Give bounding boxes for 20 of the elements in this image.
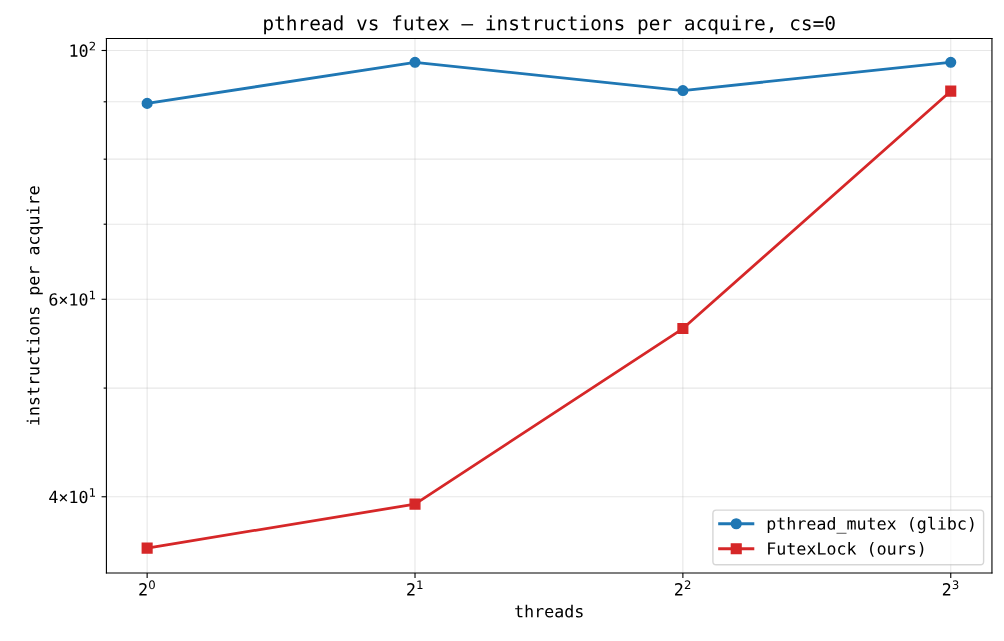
x-tick-label: 2$^{3}$	[942, 580, 959, 596]
x-tick-label: 2$^{1}$	[407, 580, 423, 596]
chart-title: pthread vs futex — instructions per acquire, cs=0	[264, 15, 835, 35]
legend-label: FutexLock (ours)	[768, 541, 924, 557]
x-tick-label: 2$^{0}$	[139, 580, 155, 596]
point	[409, 498, 421, 510]
legend-label: pthread_mutex (glibc)	[767, 516, 974, 534]
x-tick-label: 2$^{2}$	[675, 580, 691, 596]
y-tick-label: 6×10$^{1}$	[49, 290, 96, 306]
point	[141, 542, 153, 554]
x-axis-title: threads	[515, 604, 583, 618]
y-tick-label: 4×10$^{1}$	[49, 488, 96, 504]
point	[945, 85, 957, 97]
point	[677, 322, 689, 335]
y-axis-title: instructions per acquire	[26, 186, 43, 425]
point	[141, 97, 153, 109]
point	[409, 56, 421, 68]
y-tick-label: 10$^{2}$	[70, 41, 96, 57]
point	[677, 85, 689, 97]
point	[945, 56, 957, 68]
